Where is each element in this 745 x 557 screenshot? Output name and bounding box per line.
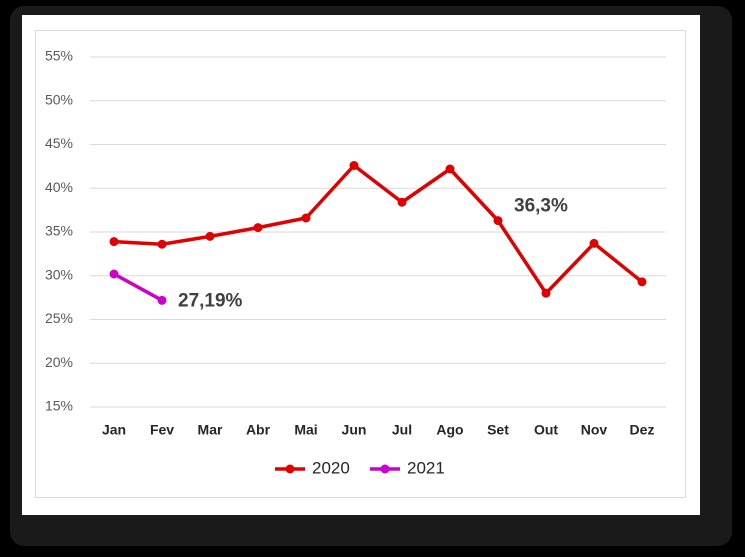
x-tick-label: Abr — [246, 422, 271, 438]
x-tick-label: Fev — [150, 422, 174, 438]
data-point — [445, 164, 455, 174]
data-point — [253, 223, 263, 233]
legend-label: 2021 — [407, 458, 445, 477]
canvas — [22, 15, 700, 515]
chart-border — [35, 30, 686, 498]
legend-marker — [380, 464, 390, 474]
x-tick-label: Jun — [342, 422, 367, 438]
data-point — [157, 239, 167, 249]
data-point — [493, 216, 503, 226]
data-point — [637, 277, 647, 287]
data-point — [157, 295, 167, 305]
x-tick-label: Out — [534, 422, 558, 438]
data-point — [397, 197, 407, 207]
y-tick-label: 45% — [45, 135, 73, 151]
data-label: 36,3% — [514, 196, 568, 217]
x-tick-label: Mar — [198, 422, 223, 438]
x-tick-label: Jan — [102, 422, 126, 438]
y-tick-label: 30% — [45, 266, 73, 282]
data-point — [109, 269, 119, 279]
legend-marker — [285, 464, 295, 474]
legend-label: 2020 — [312, 458, 350, 477]
data-label: 27,19% — [178, 290, 243, 311]
data-point — [349, 161, 359, 170]
x-tick-label: Mai — [294, 422, 317, 438]
x-tick-label: Nov — [581, 422, 608, 438]
x-tick-label: Dez — [630, 422, 655, 438]
y-tick-label: 35% — [45, 223, 73, 239]
data-point — [205, 231, 215, 241]
x-tick-label: Set — [487, 422, 509, 438]
series-line — [113, 163, 644, 295]
x-tick-label: Ago — [436, 422, 463, 438]
y-tick-label: 50% — [45, 91, 73, 107]
y-tick-label: 25% — [45, 310, 73, 326]
data-point — [301, 213, 311, 223]
data-point — [109, 237, 119, 247]
data-point — [541, 288, 551, 298]
y-tick-label: 55% — [45, 48, 73, 64]
y-tick-label: 40% — [45, 179, 73, 195]
data-point — [589, 238, 599, 248]
x-tick-label: Jul — [392, 422, 412, 438]
series-line — [113, 272, 163, 302]
y-tick-label: 15% — [45, 398, 73, 414]
y-tick-label: 20% — [45, 354, 73, 370]
